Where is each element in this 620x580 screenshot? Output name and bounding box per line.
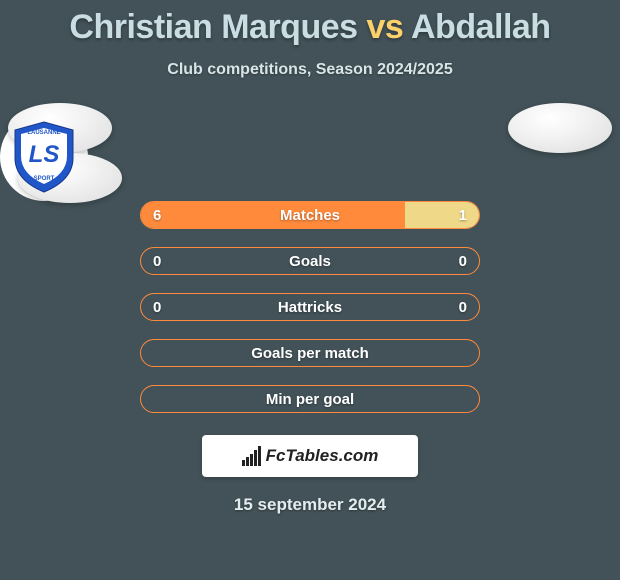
stat-label: Goals	[289, 253, 331, 270]
stat-right-value: 0	[459, 253, 467, 270]
stat-right-value: 1	[459, 207, 467, 224]
brand-text: FcTables.com	[266, 446, 379, 466]
stat-row-goals: 0 Goals 0	[140, 247, 480, 275]
stats-area: LAUSANNE SPORT LS 6 Matches 1 0 Goals 0	[0, 113, 620, 515]
subtitle: Club competitions, Season 2024/2025	[167, 61, 452, 79]
svg-text:SPORT: SPORT	[34, 176, 55, 182]
date-text: 15 september 2024	[0, 495, 620, 515]
player-right-avatar-1	[508, 103, 612, 153]
stat-label: Min per goal	[266, 391, 354, 408]
stat-label: Matches	[280, 207, 340, 224]
stat-label: Hattricks	[278, 299, 342, 316]
stat-label: Goals per match	[251, 345, 369, 362]
root: Christian Marques vs Abdallah Club compe…	[0, 0, 620, 515]
club-badge-icon: LAUSANNE SPORT LS	[11, 120, 77, 194]
svg-text:LS: LS	[29, 141, 60, 168]
stat-fill-left	[141, 202, 405, 228]
stat-left-value: 6	[153, 207, 161, 224]
page-title: Christian Marques vs Abdallah	[69, 8, 550, 47]
brand-bars-icon	[242, 446, 262, 466]
title-player-left: Christian Marques	[69, 8, 357, 46]
player-right-club-avatar: LAUSANNE SPORT LS	[0, 113, 88, 201]
stat-row-gpm: Goals per match	[140, 339, 480, 367]
title-player-right: Abdallah	[411, 8, 551, 46]
stat-left-value: 0	[153, 299, 161, 316]
stat-row-matches: 6 Matches 1	[140, 201, 480, 229]
stat-row-hattricks: 0 Hattricks 0	[140, 293, 480, 321]
stat-left-value: 0	[153, 253, 161, 270]
stat-rows: 6 Matches 1 0 Goals 0 0 Hattricks 0	[140, 201, 480, 413]
title-vs: vs	[366, 8, 403, 46]
stat-fill-right	[405, 202, 479, 228]
brand-box: FcTables.com	[202, 435, 418, 477]
stat-right-value: 0	[459, 299, 467, 316]
svg-text:LAUSANNE: LAUSANNE	[27, 130, 60, 136]
stat-row-mpg: Min per goal	[140, 385, 480, 413]
